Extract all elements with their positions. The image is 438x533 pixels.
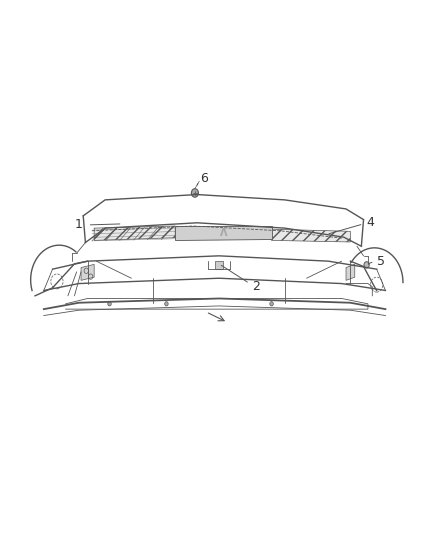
Polygon shape [94, 226, 175, 240]
Polygon shape [272, 229, 350, 242]
Polygon shape [81, 264, 94, 280]
Text: 2: 2 [252, 280, 260, 293]
Polygon shape [175, 226, 272, 240]
Polygon shape [215, 261, 223, 269]
Text: 5: 5 [377, 255, 385, 268]
Circle shape [270, 302, 273, 306]
Text: Λ: Λ [219, 228, 227, 238]
Circle shape [108, 302, 111, 306]
Circle shape [191, 189, 198, 197]
Polygon shape [346, 264, 355, 280]
Text: 4: 4 [366, 216, 374, 229]
Circle shape [165, 302, 168, 306]
Text: 6: 6 [200, 172, 208, 185]
Text: 1: 1 [75, 219, 83, 231]
Circle shape [364, 262, 369, 268]
